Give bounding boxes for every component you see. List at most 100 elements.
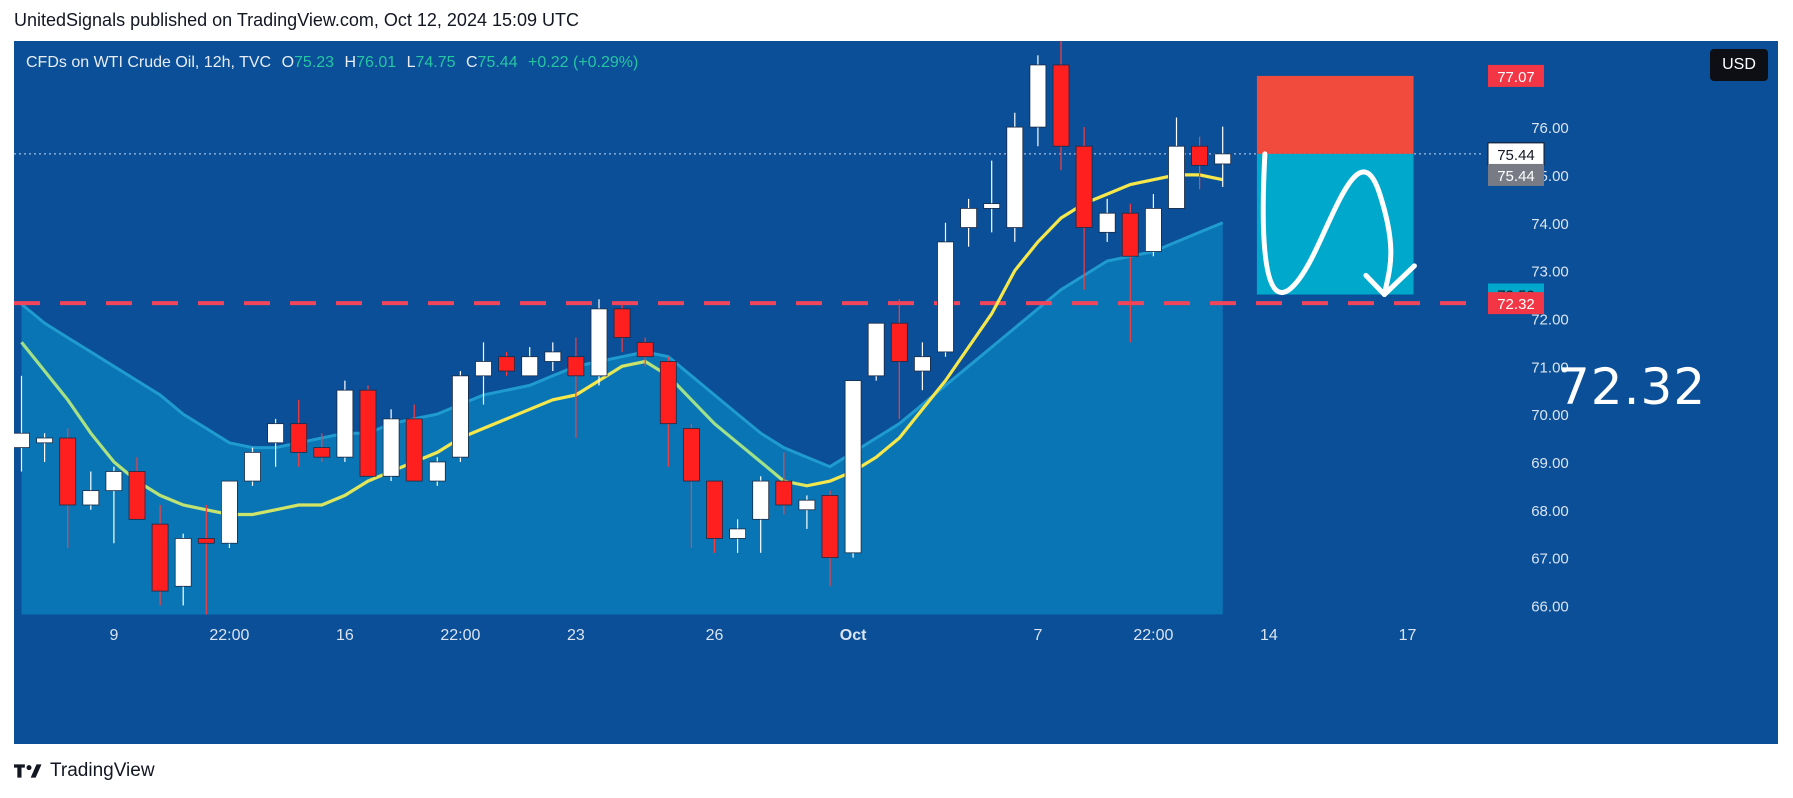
x-tick-label: 22:00: [440, 627, 480, 644]
candle: [151, 504, 169, 606]
candle-body: [174, 538, 192, 587]
candle: [636, 337, 654, 367]
close-label: C: [465, 54, 478, 71]
candle: [105, 466, 123, 544]
candle-body: [636, 341, 654, 358]
y-tick-label: 72.00: [1531, 311, 1569, 328]
candle: [983, 160, 1001, 233]
y-tick-label: 67.00: [1531, 551, 1569, 568]
candle: [336, 380, 354, 462]
candle: [14, 375, 30, 472]
candle-body: [59, 437, 77, 506]
candle-body: [706, 480, 723, 539]
candle: [613, 304, 631, 352]
x-tick-label: 9: [109, 627, 118, 644]
y-tick-label: 76.00: [1531, 120, 1569, 137]
candle-body: [128, 471, 146, 520]
arrow-head: [1363, 263, 1417, 298]
x-tick-label: 14: [1260, 627, 1278, 644]
candle: [752, 476, 770, 553]
candle: [544, 342, 562, 372]
footer-brand[interactable]: TradingView: [14, 760, 155, 782]
candle: [729, 519, 746, 553]
candle-body: [683, 428, 700, 482]
candle: [498, 351, 516, 376]
ohlc-legend: CFDs on WTI Crude Oil, 12h, TVC O75.23 H…: [26, 54, 638, 72]
candle: [683, 423, 700, 549]
candle: [174, 533, 192, 606]
high-label: H: [344, 54, 357, 71]
candle-body: [290, 423, 308, 453]
x-tick-label: 22:00: [1133, 627, 1173, 644]
candle: [1052, 41, 1070, 171]
candle-body: [197, 538, 215, 544]
candle-body: [1121, 212, 1139, 257]
candle-body: [798, 499, 816, 511]
candle: [1168, 117, 1185, 209]
candle-body: [1098, 212, 1116, 233]
y-tick-label: 70.00: [1531, 407, 1569, 424]
price-tag-label: 75.44: [1497, 147, 1535, 164]
candle-body: [244, 451, 261, 482]
candle: [197, 504, 215, 615]
candle-body: [498, 356, 516, 372]
candle-body: [475, 361, 492, 377]
x-tick-label: 17: [1399, 627, 1417, 644]
candle: [1145, 194, 1162, 257]
candle-body: [82, 490, 100, 506]
candle-body: [313, 447, 331, 458]
candle-body: [821, 495, 839, 558]
chart-area[interactable]: 66.00 67.00 68.00 69.00 70.00 71.00 72.00 73.00…: [14, 41, 1778, 744]
candle-body: [405, 418, 423, 482]
candle: [82, 471, 100, 510]
candle-body: [359, 389, 377, 477]
candle: [1098, 198, 1116, 242]
price-tag: 72.32: [1488, 292, 1544, 315]
currency-button[interactable]: USD: [1710, 49, 1768, 81]
candle: [567, 337, 585, 439]
price-tag: 75.44: [1488, 163, 1544, 186]
candle-body: [1214, 153, 1232, 165]
candle: [405, 404, 423, 482]
candle: [290, 399, 308, 467]
candle: [1191, 136, 1208, 190]
y-tick-label: 69.00: [1531, 455, 1569, 472]
x-tick-label: 23: [567, 627, 585, 644]
tradingview-logo-icon: [14, 764, 42, 778]
candle-body: [867, 322, 885, 377]
candle: [1075, 127, 1093, 290]
candle-body: [428, 461, 446, 482]
ema-area-fill: [21, 222, 1223, 616]
candle: [706, 480, 723, 553]
candle-body: [752, 480, 770, 520]
candlestick-chart[interactable]: 66.00 67.00 68.00 69.00 70.00 71.00 72.00 73.00…: [14, 41, 1778, 744]
candle: [844, 380, 862, 558]
candle: [59, 428, 77, 549]
target-price-label: 72.32: [1558, 358, 1707, 416]
candle: [359, 385, 377, 477]
candle: [590, 299, 608, 386]
open-value: 75.23: [294, 54, 335, 71]
candle: [914, 342, 931, 391]
candle-body: [14, 432, 30, 448]
x-tick-label: 22:00: [209, 627, 249, 644]
candle-body: [451, 375, 469, 458]
candle-body: [729, 528, 746, 539]
candle: [1006, 112, 1024, 242]
candle-body: [521, 356, 539, 377]
candle-body: [336, 389, 354, 458]
candle-body: [1006, 126, 1024, 228]
candle: [937, 222, 954, 357]
candle-body: [590, 308, 608, 377]
candle-body: [1191, 145, 1208, 166]
symbol-title: CFDs on WTI Crude Oil, 12h, TVC: [26, 54, 272, 71]
candle: [451, 371, 469, 462]
high-value: 76.01: [356, 54, 397, 71]
y-tick-label: 74.00: [1531, 216, 1569, 233]
x-tick-label: 26: [706, 627, 724, 644]
close-value: 75.44: [477, 54, 518, 71]
low-label: L: [406, 54, 416, 71]
candle-body: [1052, 64, 1070, 147]
stop-loss-zone: [1256, 75, 1414, 154]
candle: [128, 457, 146, 520]
